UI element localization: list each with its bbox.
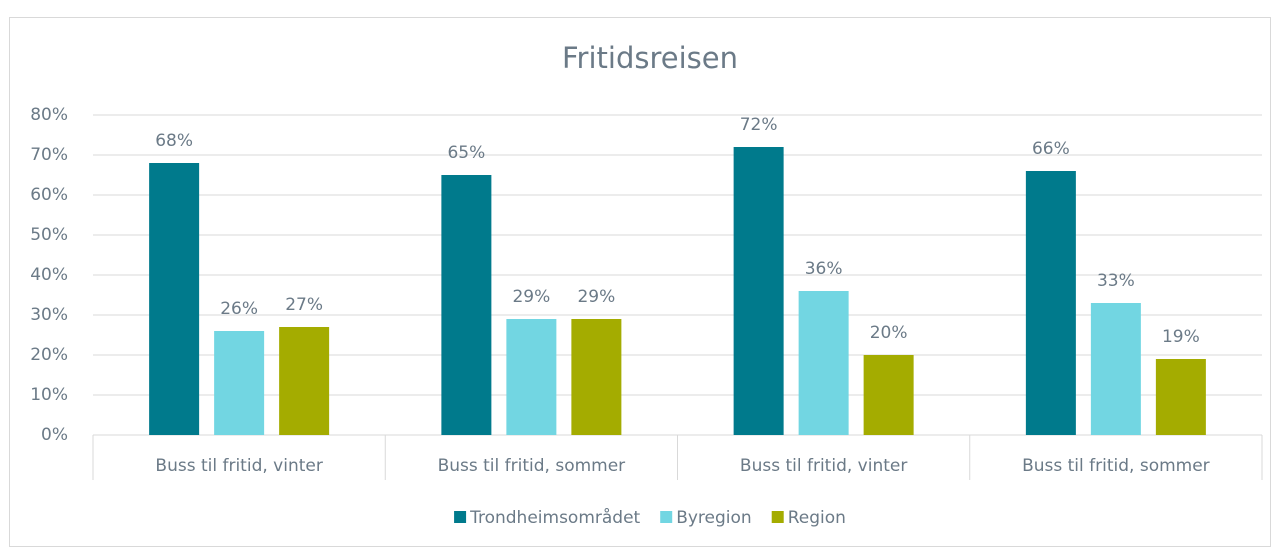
data-label: 68% bbox=[155, 131, 193, 151]
x-tick-label: Buss til fritid, vinter bbox=[740, 456, 907, 476]
data-label: 27% bbox=[285, 295, 323, 315]
legend-swatch bbox=[771, 511, 784, 523]
data-label: 36% bbox=[805, 259, 843, 279]
legend-swatch bbox=[660, 511, 673, 523]
y-tick-label: 20% bbox=[30, 345, 68, 365]
y-tick-label: 80% bbox=[30, 105, 68, 125]
bar bbox=[1090, 303, 1141, 435]
y-tick-label: 10% bbox=[30, 385, 68, 405]
legend-label: Trondheimsområdet bbox=[469, 507, 640, 528]
bar bbox=[798, 291, 849, 435]
y-tick-label: 30% bbox=[30, 305, 68, 325]
bar bbox=[863, 355, 914, 435]
bar bbox=[441, 175, 492, 435]
bar bbox=[571, 319, 622, 435]
y-tick-label: 60% bbox=[30, 185, 68, 205]
bar bbox=[279, 327, 330, 435]
x-tick-label: Buss til fritid, vinter bbox=[155, 456, 322, 476]
x-tick-label: Buss til fritid, sommer bbox=[438, 456, 626, 476]
chart-title: Fritidsreisen bbox=[562, 41, 738, 75]
bar bbox=[733, 147, 784, 435]
y-tick-label: 0% bbox=[41, 425, 68, 445]
data-label: 33% bbox=[1097, 271, 1135, 291]
data-label: 26% bbox=[220, 299, 258, 319]
y-tick-label: 40% bbox=[30, 265, 68, 285]
data-label: 29% bbox=[577, 287, 615, 307]
data-label: 66% bbox=[1032, 139, 1070, 159]
y-tick-label: 50% bbox=[30, 225, 68, 245]
legend-swatch bbox=[454, 511, 467, 523]
data-label: 65% bbox=[447, 143, 485, 163]
bar bbox=[214, 331, 265, 435]
bar bbox=[1155, 359, 1206, 435]
data-label: 29% bbox=[512, 287, 550, 307]
bar bbox=[506, 319, 557, 435]
data-label: 20% bbox=[870, 323, 908, 343]
legend-label: Region bbox=[788, 508, 846, 528]
data-label: 19% bbox=[1162, 327, 1200, 347]
y-tick-label: 70% bbox=[30, 145, 68, 165]
data-label: 72% bbox=[740, 115, 778, 135]
bar bbox=[1025, 171, 1076, 435]
x-tick-label: Buss til fritid, sommer bbox=[1022, 456, 1210, 476]
legend-label: Byregion bbox=[676, 508, 752, 528]
bar bbox=[149, 163, 200, 435]
